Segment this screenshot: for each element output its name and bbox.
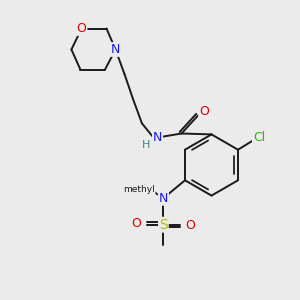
Text: S: S — [159, 218, 168, 232]
Text: N: N — [159, 192, 168, 205]
Text: N: N — [153, 131, 162, 144]
Text: Cl: Cl — [253, 130, 265, 144]
Text: O: O — [77, 22, 86, 35]
Text: O: O — [185, 219, 195, 232]
Text: H: H — [142, 140, 150, 150]
Text: N: N — [111, 43, 120, 56]
Text: O: O — [199, 105, 209, 119]
Text: methyl: methyl — [123, 185, 155, 194]
Text: O: O — [131, 217, 141, 230]
